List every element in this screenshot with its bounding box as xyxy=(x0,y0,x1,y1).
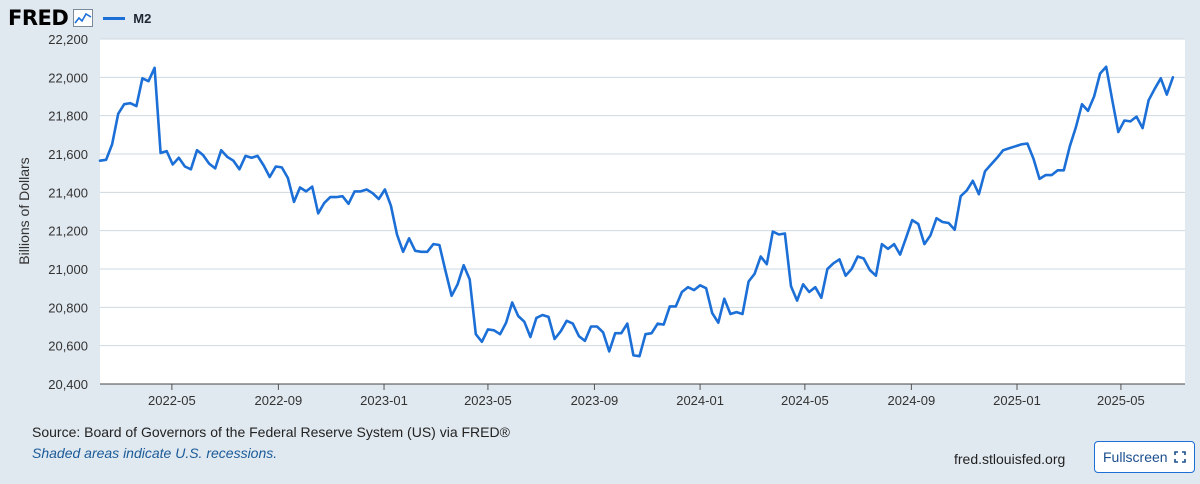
y-tick-label: 20,600 xyxy=(48,339,88,354)
recession-note: Shaded areas indicate U.S. recessions. xyxy=(32,445,278,461)
x-tick-label: 2024-01 xyxy=(676,393,724,408)
fred-logo[interactable]: FRED xyxy=(8,6,69,30)
x-tick-label: 2022-09 xyxy=(255,393,303,408)
gridlines xyxy=(100,38,1185,385)
y-tick-label: 21,800 xyxy=(48,109,88,124)
x-tick-label: 2024-05 xyxy=(781,393,829,408)
y-axis-label: Billions of Dollars xyxy=(16,157,32,264)
legend-swatch xyxy=(103,16,126,20)
x-axis: 2022-05 2022-09 2023-01 2023-05 2023-09 2024-… xyxy=(100,383,1185,408)
y-tick-label: 21,600 xyxy=(48,147,88,162)
series-line-m2[interactable] xyxy=(98,65,1175,358)
legend-label: M2 xyxy=(133,10,152,26)
y-tick-label: 22,000 xyxy=(48,70,88,85)
x-tick-label: 2025-05 xyxy=(1097,393,1145,408)
x-tick-label: 2025-01 xyxy=(993,393,1041,408)
line-chart-icon xyxy=(73,9,94,27)
y-tick-label: 20,800 xyxy=(48,300,88,315)
source-note: Source: Board of Governors of the Federa… xyxy=(32,424,510,440)
y-tick-label: 21,200 xyxy=(48,224,88,239)
site-url[interactable]: fred.stlouisfed.org xyxy=(954,451,1066,467)
x-tick-label: 2023-01 xyxy=(360,393,408,408)
fullscreen-button[interactable]: Fullscreen xyxy=(1094,441,1195,473)
fullscreen-label: Fullscreen xyxy=(1103,449,1168,465)
y-tick-label: 20,400 xyxy=(48,377,88,392)
series-layer xyxy=(98,65,1175,358)
y-axis: 20,400 20,600 20,800 21,000 21,200 21,400 21,6… xyxy=(48,32,88,392)
x-tick-label: 2023-05 xyxy=(464,393,512,408)
expand-icon xyxy=(1173,451,1186,463)
chart: 20,400 20,600 20,800 21,000 21,200 21,400 21,6… xyxy=(16,32,1185,408)
y-tick-label: 22,200 xyxy=(48,32,88,47)
chart-header: FRED M2 xyxy=(8,5,151,31)
legend: M2 xyxy=(103,11,151,26)
y-tick-label: 21,400 xyxy=(48,185,88,200)
y-tick-label: 21,000 xyxy=(48,262,88,277)
x-tick-label: 2024-09 xyxy=(888,393,936,408)
plot-area xyxy=(100,39,1185,384)
x-tick-label: 2022-05 xyxy=(148,393,196,408)
x-tick-label: 2023-09 xyxy=(571,393,619,408)
